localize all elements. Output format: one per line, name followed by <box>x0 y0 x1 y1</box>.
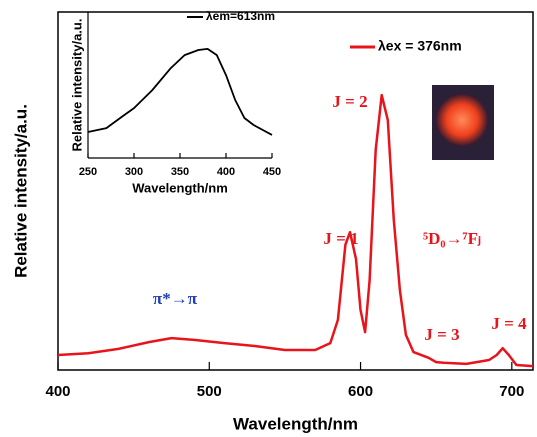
x-tick-label: 450 <box>263 166 281 178</box>
x-tick-label: 400 <box>217 166 235 178</box>
x-tick-label: 500 <box>197 383 222 400</box>
x-tick-label: 250 <box>79 166 97 178</box>
x-tick-label: 700 <box>499 383 524 400</box>
annotation: ⁵D₀→⁷Fⱼ <box>423 229 481 248</box>
x-tick-label: 600 <box>348 383 373 400</box>
y-axis-title: Relative intensity/a.u. <box>69 19 84 152</box>
x-axis-title: Wavelength/nm <box>233 414 358 433</box>
series-line <box>87 48 273 136</box>
legend-label: λex = 376nm <box>378 38 462 54</box>
y-axis-title: Relative intensity/a.u. <box>11 104 30 278</box>
annotation: π*→π <box>153 289 198 308</box>
series-line <box>57 93 534 368</box>
photo-sample <box>436 94 488 146</box>
legend-label: λem=613nm <box>206 9 275 23</box>
annotation: J = 1 <box>323 229 358 248</box>
x-tick-label: 400 <box>45 383 70 400</box>
annotation: J = 3 <box>424 325 459 344</box>
annotation: J = 4 <box>491 314 527 333</box>
annotation: J = 2 <box>332 92 367 111</box>
plot-frame <box>57 11 534 371</box>
x-tick-label: 300 <box>125 166 143 178</box>
x-axis-title: Wavelength/nm <box>132 180 228 195</box>
x-tick-label: 350 <box>171 166 189 178</box>
